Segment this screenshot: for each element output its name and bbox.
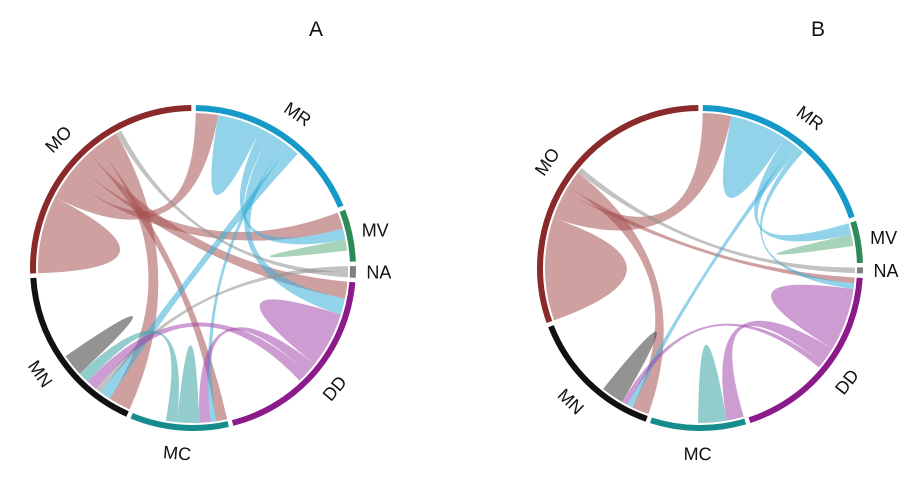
segment-label-mr: MR [793,102,827,135]
segment-label-mc: MC [162,442,192,464]
ribbon-mo-mc [89,145,228,422]
ribbon-mr-mv [754,138,852,242]
ribbon-dd-dd [771,284,854,349]
ribbon-dd-mn [87,322,308,389]
ribbon-mo-mv [66,165,343,241]
segment-label-na: NA [873,261,898,281]
ribbon-mc-mc [698,344,727,424]
ribbon-mn-mn [65,316,134,374]
ribbon-mo-dd [77,153,348,299]
segment-label-dd: DD [319,372,351,405]
segment-arc-mn [30,277,129,417]
segment-arc-mo [537,105,699,324]
segment-label-mn: MN [554,385,588,419]
segment-label-mn: MN [24,357,56,391]
panel-b-segments [537,105,864,431]
segment-arc-mc [650,417,746,431]
segment-arc-dd [231,281,356,426]
segment-arc-mc [130,412,229,431]
segment-arc-dd [748,277,863,424]
ribbon-dd-mc [722,320,833,421]
ribbon-dd-mc [199,327,315,423]
ribbon-na-mn [96,266,348,393]
ribbon-mv-mv [776,234,854,255]
ribbon-mr-mv [239,128,346,245]
ribbon-mn-mn [603,331,657,403]
ribbon-mr-dd [243,133,345,315]
segment-arc-mr [195,105,344,208]
panel-b-ribbons [545,113,856,424]
ribbon-mo-mr [553,113,732,231]
panel-a-ribbons [37,113,348,423]
segment-arc-mv [339,209,356,262]
ribbon-mo-mo [545,218,627,321]
panel-b-title: B [811,18,825,41]
segment-label-mv: MV [362,221,389,241]
ribbon-dd-mn [622,323,823,405]
ribbon-mv-mv [269,239,348,258]
ribbon-mo-mr [55,113,219,220]
segment-label-mo: MO [531,144,564,179]
panel-b: B MR MV NA DD MC MN MO [531,18,899,464]
segment-label-mv: MV [870,228,897,248]
segment-label-mc: MC [683,444,711,464]
ribbon-mc-mn [79,330,179,423]
ribbon-mr-mr [211,115,261,196]
segment-arc-mv [850,220,863,264]
segment-label-mr: MR [280,98,314,130]
panel-a-title: A [309,18,323,41]
ribbon-dd-dd [259,299,341,365]
segment-label-mo: MO [41,122,75,157]
segment-label-na: NA [366,263,391,283]
ribbon-mo-mo [37,197,121,274]
segment-arc-mo [30,105,192,274]
ribbon-mc-mc [176,345,200,423]
segment-arc-mn [548,325,648,422]
panel-a-segments [30,105,356,431]
panel-a: A MR MV NA DD MC MN MO [24,18,391,464]
segment-label-dd: DD [831,365,863,398]
ribbon-mr-mn [627,144,799,408]
ribbon-mo-mn [568,172,664,415]
segment-arc-mr [702,105,855,219]
ribbon-mr-mr [722,116,785,199]
